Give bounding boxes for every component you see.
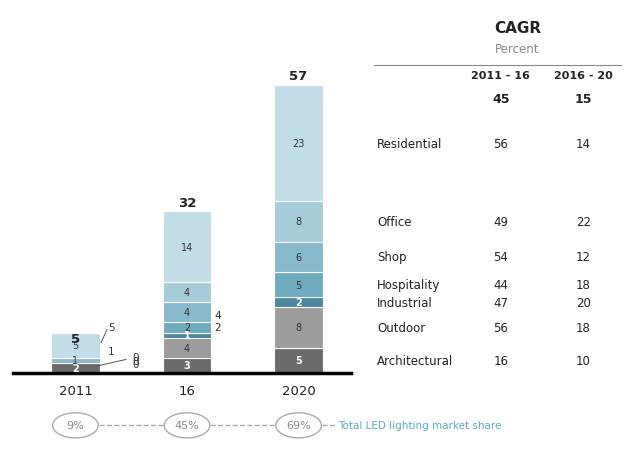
Text: 5: 5 [72, 340, 79, 350]
Text: 8: 8 [295, 217, 302, 227]
Text: 2016 - 20: 2016 - 20 [554, 71, 612, 81]
Text: Shop: Shop [377, 251, 407, 263]
Text: 16: 16 [493, 354, 508, 367]
Text: 22: 22 [576, 215, 591, 228]
Bar [275, 86, 323, 202]
Bar [275, 298, 323, 308]
Text: 20: 20 [576, 296, 591, 309]
Text: 2: 2 [184, 323, 190, 333]
Bar [163, 283, 212, 303]
Text: Total LED lighting market share: Total LED lighting market share [338, 420, 501, 430]
Text: Residential: Residential [377, 137, 443, 150]
Text: 18: 18 [576, 321, 591, 334]
Text: Architectural: Architectural [377, 354, 453, 367]
Text: 4: 4 [184, 288, 190, 298]
Bar [163, 333, 212, 338]
Text: 16: 16 [179, 384, 195, 398]
Text: 14: 14 [576, 137, 591, 150]
Text: 9%: 9% [67, 420, 84, 430]
Bar [163, 358, 212, 373]
Text: 14: 14 [181, 242, 193, 252]
Bar [51, 333, 100, 358]
Bar [275, 202, 323, 242]
Bar [275, 242, 323, 272]
Text: 32: 32 [178, 196, 196, 209]
Text: Office: Office [377, 215, 411, 228]
Bar [163, 323, 212, 333]
Text: 15: 15 [574, 93, 592, 106]
Text: 49: 49 [493, 215, 508, 228]
Text: 2011: 2011 [58, 384, 93, 398]
Text: Hospitality: Hospitality [377, 278, 441, 291]
Text: 5: 5 [295, 355, 302, 365]
Text: 1: 1 [72, 355, 79, 365]
Text: 47: 47 [493, 296, 508, 309]
Text: 69%: 69% [286, 420, 311, 430]
Text: 1: 1 [108, 346, 115, 356]
Text: 10: 10 [576, 354, 591, 367]
Text: 57: 57 [290, 71, 307, 83]
Text: 2: 2 [295, 298, 302, 308]
Text: 2: 2 [214, 323, 221, 333]
Text: 18: 18 [576, 278, 591, 291]
Text: Percent: Percent [495, 43, 539, 56]
Text: 2011 - 16: 2011 - 16 [472, 71, 530, 81]
Bar [51, 363, 100, 373]
Text: 5: 5 [108, 322, 115, 332]
Text: Industrial: Industrial [377, 296, 433, 309]
Text: 2020: 2020 [281, 384, 316, 398]
Text: 5: 5 [295, 280, 302, 290]
Text: CAGR: CAGR [495, 20, 541, 35]
Text: 6: 6 [295, 252, 302, 262]
Bar [275, 272, 323, 298]
Text: 56: 56 [493, 321, 508, 334]
Bar [51, 358, 100, 363]
Text: 0: 0 [132, 359, 139, 369]
Text: 56: 56 [493, 137, 508, 150]
Text: 0: 0 [132, 352, 139, 362]
Text: 45%: 45% [174, 420, 200, 430]
Text: 23: 23 [292, 139, 305, 149]
Text: 0: 0 [132, 356, 139, 366]
Text: Outdoor: Outdoor [377, 321, 425, 334]
Text: 4: 4 [214, 310, 221, 320]
Text: 3: 3 [184, 360, 190, 370]
Bar [163, 212, 212, 283]
Text: 4: 4 [184, 308, 190, 318]
Text: 1: 1 [184, 330, 190, 340]
Bar [163, 338, 212, 358]
Text: 8: 8 [295, 323, 302, 333]
Text: 4: 4 [184, 343, 190, 353]
Text: 54: 54 [493, 251, 508, 263]
Text: 5: 5 [71, 333, 80, 345]
Text: 2: 2 [72, 363, 79, 373]
Text: 45: 45 [492, 93, 510, 106]
Text: 44: 44 [493, 278, 508, 291]
Bar [275, 348, 323, 373]
Bar [163, 303, 212, 323]
Text: 12: 12 [576, 251, 591, 263]
Bar [275, 308, 323, 348]
